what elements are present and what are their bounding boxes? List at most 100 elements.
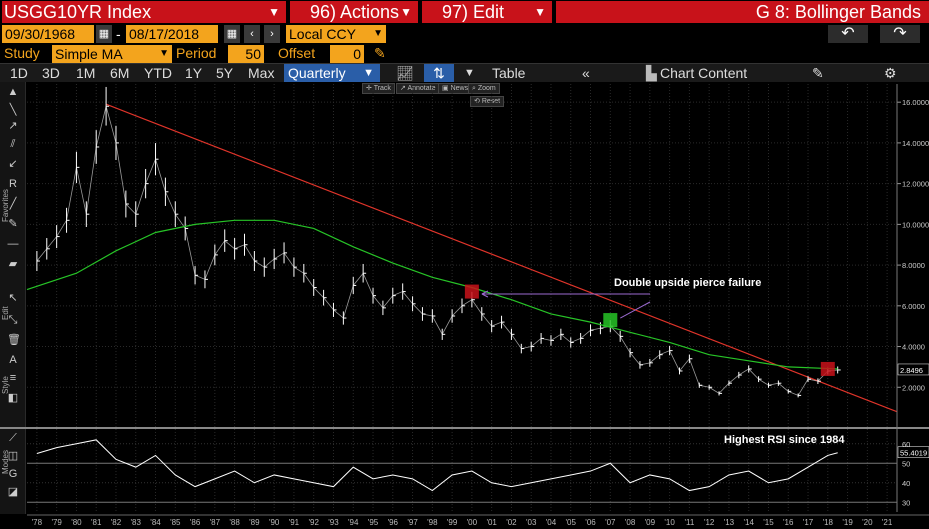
x-tick-label: '98 [427,518,438,527]
x-tick-label: '78 [32,518,43,527]
chevron-down-icon[interactable]: ▼ [464,67,475,79]
shape-tool-icon[interactable]: ▰ [8,258,18,270]
select-tool-icon[interactable]: ↖ [8,292,18,304]
trendline [105,103,898,413]
chevron-right-icon[interactable]: › [264,25,280,43]
mode-icon[interactable]: G [8,468,18,480]
calendar-icon[interactable]: ▦ [224,25,240,43]
ray-tool-icon[interactable]: ╱ [9,198,17,210]
pencil-icon[interactable]: ✎ [374,45,386,61]
range-1m[interactable]: 1M [76,65,96,81]
style-line-icon[interactable]: ≡ [9,372,17,384]
mode-icon[interactable]: ◪ [7,486,19,498]
drawing-toolbar: ▲ ╲ ↗ ⫽ ↙ R ╱ ✎ — ▰ ↖ ⤡ 🗑︎ A ≡ ◧ ⟋ ◫ G ◪… [0,82,26,514]
x-tick-label: '89 [249,518,260,527]
chevron-left-icon[interactable]: ‹ [244,25,260,43]
color-tool-icon[interactable]: ◧ [7,392,19,404]
period-label: Period [176,45,217,61]
delete-icon[interactable]: 🗑︎ [7,334,21,346]
reset-button[interactable]: ⟲ Reset [470,96,505,107]
track-label: Track [373,85,391,92]
retracement-tool-icon[interactable]: R [9,178,17,190]
annotation-pierce: Double upside pierce failure [614,277,761,289]
line-tool-icon[interactable]: ╲ [9,104,17,116]
chart-area: ▲ ╲ ↗ ⫽ ↙ R ╱ ✎ — ▰ ↖ ⤡ 🗑︎ A ≡ ◧ ⟋ ◫ G ◪… [0,82,929,529]
x-tick-label: '79 [51,518,62,527]
mode-icon[interactable]: ◫ [7,450,19,462]
edit-label: 97) Edit [442,2,505,22]
frequency-select[interactable]: Quarterly ▼ [284,64,380,82]
period-input[interactable]: 50 [228,45,264,63]
move-tool-icon[interactable]: ⤡ [8,314,18,326]
x-tick-label: '07 [605,518,616,527]
range-5y[interactable]: 5Y [216,65,234,81]
x-tick-label: '85 [170,518,181,527]
price-tick-label: 12.0000 [902,180,929,189]
range-max[interactable]: Max [248,65,275,81]
study-select[interactable]: Simple MA ▼ [52,45,172,63]
calendar-icon[interactable]: ▦ [96,25,112,43]
x-tick-label: '84 [150,518,161,527]
start-date-field[interactable]: 09/30/1968 [2,25,94,43]
rsi-tick-label: 40 [902,479,910,488]
x-tick-label: '93 [328,518,339,527]
offset-label: Offset [278,45,316,61]
offset-input[interactable]: 0 [330,45,364,63]
undo-icon[interactable]: ↶ [828,25,868,43]
x-tick-label: '01 [486,518,497,527]
chart-content-button[interactable]: Chart Content [660,65,748,81]
x-tick-label: '82 [111,518,122,527]
x-tick-label: '15 [763,518,774,527]
chevron-down-icon: ▼ [400,5,412,19]
zoom-button[interactable]: ⌕ Zoom [468,83,500,94]
range-1d[interactable]: 1D [10,65,28,81]
chevron-down-icon: ▼ [159,48,169,59]
edit-chart-icon[interactable]: ✎ [812,65,824,81]
mode-icon[interactable]: ⟋ [9,432,17,444]
x-tick-label: '88 [229,518,240,527]
range-3d[interactable]: 3D [42,65,60,81]
x-tick-label: '00 [467,518,478,527]
arrow-tool-icon[interactable]: ↙ [8,158,18,170]
x-tick-label: '06 [585,518,596,527]
end-date-field[interactable]: 08/17/2018 [126,25,218,43]
x-tick-label: '87 [210,518,221,527]
edit-button[interactable]: 97) Edit ▼ [422,1,552,23]
currency-value: Local CCY [289,26,356,42]
x-tick-label: '05 [566,518,577,527]
table-button[interactable]: Table [492,65,526,81]
gear-icon[interactable]: ⚙ [884,65,897,81]
rsi-tick-label: 30 [902,498,910,507]
bar-chart-icon[interactable]: ⇅ [424,64,454,82]
actions-label: 96) Actions [310,2,400,22]
range-ytd[interactable]: YTD [144,65,172,81]
range-6m[interactable]: 6M [110,65,130,81]
last-value-box [897,363,929,376]
currency-select[interactable]: Local CCY ▼ [286,25,386,43]
pen-tool-icon[interactable]: ✎ [8,218,18,230]
last-rsi-text: 55.4019 [900,449,927,458]
collapse-icon[interactable]: « [582,65,590,81]
price-chart[interactable]: '78 '79 '80 '81 '82 '83 '84 '85 '86 '87 '88 '89 '90 '… [0,82,929,529]
price-tick-label: 14.0000 [902,139,929,148]
actions-button[interactable]: 96) Actions ▼ [290,1,418,23]
study-bar: Study Simple MA ▼ Period 50 Offset 0 ✎ [0,44,929,63]
last-value-label: 2.8496 [897,363,929,376]
line-chart-icon[interactable]: 📈︎ [396,65,414,81]
price-tick-label: 4.0000 [902,343,925,352]
x-tick-label: '13 [724,518,735,527]
hline-tool-icon[interactable]: — [7,238,19,250]
redo-icon[interactable]: ↷ [880,25,920,43]
x-tick-label: '97 [407,518,418,527]
x-tick-label: '12 [704,518,715,527]
range-1y[interactable]: 1Y [185,65,203,81]
last-rsi-box [897,446,929,458]
price-tick-label: 16.0000 [902,98,929,107]
ticker-field[interactable]: USGG10YR Index ▼ [2,1,286,23]
trend-tool-icon[interactable]: ↗ [8,120,18,132]
x-tick-label: '83 [131,518,142,527]
track-button[interactable]: ✛ Track [362,83,395,94]
cursor-icon[interactable]: ▲ [7,86,19,98]
text-tool-icon[interactable]: A [9,354,17,366]
channel-tool-icon[interactable]: ⫽ [10,138,16,150]
